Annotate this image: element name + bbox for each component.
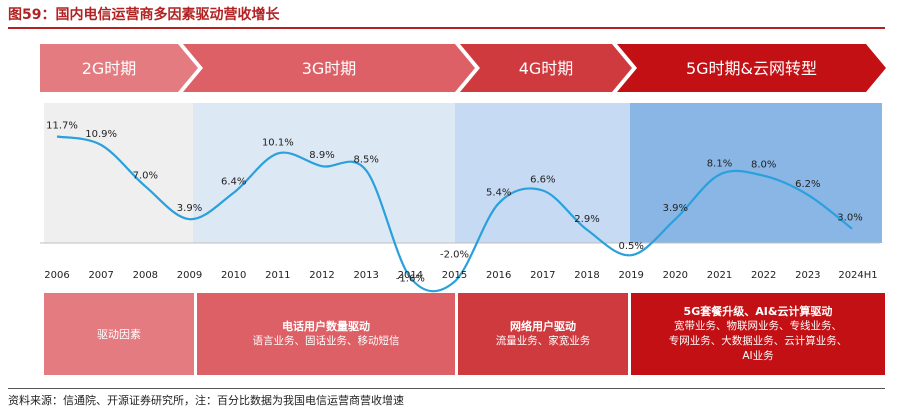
x-tick-2011: 2011 — [265, 270, 290, 281]
x-tick-2012: 2012 — [309, 270, 334, 281]
data-label-2006: 11.7% — [46, 120, 78, 131]
data-label-2012: 8.9% — [309, 150, 334, 161]
data-label-2015: -2.0% — [440, 250, 469, 261]
x-tick-2015: 2015 — [442, 270, 467, 281]
x-tick-2009: 2009 — [177, 270, 202, 281]
data-label-2008: 7.0% — [133, 170, 158, 181]
driver-box-4g: 网络用户驱动 流量业务、家宽业务 — [458, 293, 628, 375]
driver-line-3g: 语言业务、固话业务、移动短信 — [252, 335, 400, 347]
data-label-2010: 6.4% — [221, 177, 246, 188]
driver-title-3g: 电话用户数量驱动 — [282, 320, 370, 333]
data-label-2014: -1.6% — [396, 273, 425, 284]
x-tick-2014: 2014 — [398, 270, 423, 281]
data-label-2022: 8.0% — [751, 160, 776, 171]
data-label-2011: 10.1% — [262, 137, 294, 148]
era-arrow-4g-label: 4G时期 — [519, 59, 574, 78]
data-label-2017: 6.6% — [530, 175, 555, 186]
era-bg-3g — [193, 103, 455, 243]
bottom-rule — [8, 388, 885, 389]
data-label-2021: 8.1% — [707, 159, 732, 170]
source-note: 资料来源：信通院、开源证券研究所，注：百分比数据为我国电信运营商营收增速 — [8, 394, 404, 407]
data-label-2007: 10.9% — [85, 129, 117, 140]
x-tick-2023: 2023 — [795, 270, 820, 281]
driver-box-5g: 5G套餐升级、AI&云计算驱动 宽带业务、物联网业务、专线业务、 专网业务、大数… — [631, 293, 885, 375]
x-tick-2018: 2018 — [574, 270, 599, 281]
x-tick-2017: 2017 — [530, 270, 555, 281]
x-tick-2013: 2013 — [353, 270, 378, 281]
x-tick-2019: 2019 — [618, 270, 643, 281]
x-tick-2010: 2010 — [221, 270, 246, 281]
x-tick-2016: 2016 — [486, 270, 511, 281]
x-tick-2006: 2006 — [44, 270, 69, 281]
era-bg-4g — [455, 103, 630, 243]
era-arrow-2g — [40, 44, 198, 92]
data-label-2023: 6.2% — [795, 179, 820, 190]
driver-title-4g: 网络用户驱动 — [510, 320, 576, 333]
era-arrows: 2G时期 3G时期 4G时期 5G时期&云网转型 — [40, 44, 886, 92]
era-arrow-3g-label: 3G时期 — [302, 59, 357, 78]
top-rule — [8, 27, 885, 29]
x-tick-2024H1: 2024H1 — [838, 270, 877, 281]
x-tick-labels: 2006 2007 2008 2009 2010 2011 2012 2013 2014 2015… — [44, 270, 877, 281]
era-arrow-2g-label: 2G时期 — [82, 59, 137, 78]
era-arrow-5g-label: 5G时期&云网转型 — [686, 59, 817, 78]
driver-title-5g: 5G套餐升级、AI&云计算驱动 — [683, 305, 833, 318]
data-label-2016: 5.4% — [486, 187, 511, 198]
era-bg-2g — [44, 103, 193, 243]
driver-line-5g-3: AI业务 — [742, 350, 774, 362]
data-label-2020: 3.9% — [663, 203, 688, 214]
driver-line-5g-1: 宽带业务、物联网业务、专线业务、 — [674, 320, 842, 332]
data-label-2019: 0.5% — [618, 241, 643, 252]
driver-row-label: 驱动因素 — [44, 293, 194, 375]
data-label-2013: 8.5% — [353, 154, 378, 165]
era-arrow-3g — [183, 44, 475, 92]
era-arrow-4g — [460, 44, 632, 92]
driver-box-3g: 电话用户数量驱动 语言业务、固话业务、移动短信 — [197, 293, 455, 375]
driver-row-label-text: 驱动因素 — [97, 327, 141, 341]
data-label-2018: 2.9% — [574, 214, 599, 225]
figure-title: 图59：国内电信运营商多因素驱动营收增长 — [8, 7, 280, 23]
data-labels: 11.7% 10.9% 7.0% 3.9% 6.4% 10.1% 8.9% 8.5% -1.6%… — [46, 120, 863, 284]
driver-line-5g-2: 专网业务、大数据业务、云计算业务、 — [668, 335, 848, 347]
data-label-2009: 3.9% — [177, 203, 202, 214]
series-line-revenue-growth — [56, 135, 853, 293]
x-tick-2022: 2022 — [751, 270, 776, 281]
x-tick-2008: 2008 — [133, 270, 158, 281]
data-label-2024H1: 3.0% — [837, 213, 862, 224]
x-tick-2020: 2020 — [663, 270, 688, 281]
x-tick-2021: 2021 — [707, 270, 732, 281]
driver-line-4g: 流量业务、家宽业务 — [495, 335, 591, 347]
x-tick-2007: 2007 — [88, 270, 113, 281]
era-arrow-5g — [617, 44, 886, 92]
